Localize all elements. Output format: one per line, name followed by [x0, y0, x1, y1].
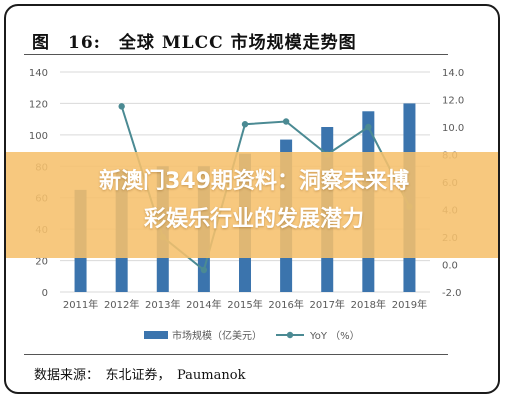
yoy-point	[282, 118, 290, 125]
source-note: 数据来源： 东北证券， Paumanok	[34, 368, 246, 383]
x-tick-label: 2013年	[145, 298, 180, 311]
yoy-point	[200, 266, 208, 274]
x-tick-label: 2016年	[268, 298, 303, 311]
y-right-tick-label: 10.0	[442, 123, 464, 134]
x-tick-label: 2019年	[392, 298, 427, 311]
x-tick-label: 2011年	[63, 298, 98, 311]
title-divider	[24, 54, 448, 55]
legend-line-label: YoY （%）	[309, 330, 360, 342]
overlay-banner	[6, 152, 498, 258]
x-tick-label: 2012年	[104, 298, 139, 311]
yoy-point	[241, 121, 249, 128]
x-tick-label: 2017年	[309, 298, 344, 311]
y-left-tick-label: 140	[29, 68, 48, 79]
overlay-text-line1: 新澳门349期资料：洞察未来博	[99, 169, 409, 194]
y-right-tick-label: 0.0	[442, 261, 458, 272]
y-right-tick-label: 12.0	[442, 96, 464, 107]
y-left-tick-label: 20	[35, 257, 48, 268]
figure-title: 图 16: 全球 MLCC 市场规模走势图	[32, 33, 357, 53]
figure-frame: 图 16: 全球 MLCC 市场规模走势图 020406080100120140…	[4, 4, 500, 394]
y-left-tick-label: 0	[42, 288, 48, 299]
overlay-text-line2: 彩娱乐行业的发展潜力	[143, 207, 364, 232]
y-left-tick-label: 100	[29, 131, 48, 142]
y-right-tick-label: -2.0	[442, 288, 462, 299]
x-tick-label: 2015年	[227, 298, 262, 311]
legend-line-marker	[286, 331, 294, 339]
y-right-tick-label: 14.0	[442, 68, 464, 79]
yoy-point	[365, 123, 372, 131]
x-tick-label: 2018年	[351, 298, 386, 311]
x-tick-label: 2014年	[186, 298, 221, 311]
legend-bar-swatch	[144, 331, 168, 339]
legend: 市场规模（亿美元） YoY （%）	[144, 329, 360, 342]
y-left-tick-label: 120	[29, 99, 48, 110]
source-divider	[24, 354, 448, 355]
legend-bar-label: 市场规模（亿美元）	[172, 329, 262, 342]
yoy-point	[118, 103, 125, 110]
